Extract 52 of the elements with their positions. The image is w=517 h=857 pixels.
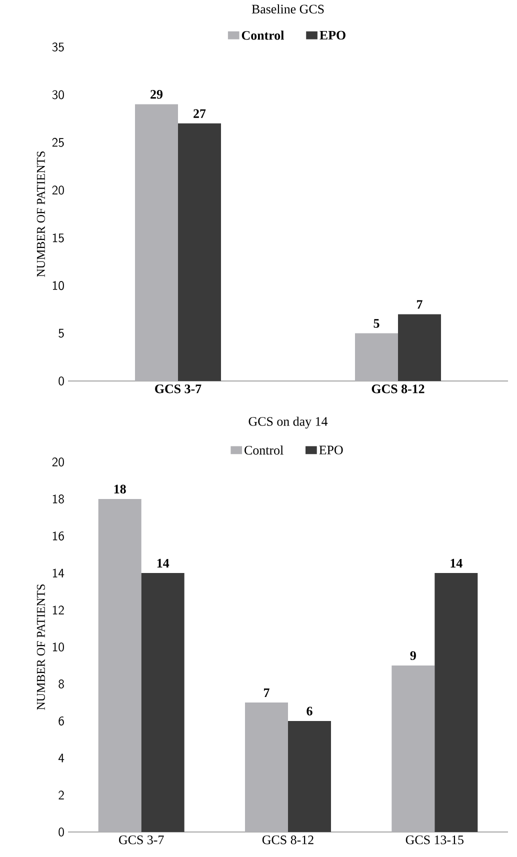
y-tick-label: 10 bbox=[52, 281, 64, 290]
y-tick-label: 14 bbox=[52, 568, 64, 578]
data-label: 18 bbox=[114, 484, 126, 494]
x-tick-label: GCS 13-15 bbox=[406, 836, 464, 844]
y-tick-label: 18 bbox=[52, 494, 64, 504]
y-tick-label: 2 bbox=[58, 790, 64, 800]
y-tick-label: 0 bbox=[58, 376, 64, 386]
y-tick-label: 16 bbox=[52, 531, 64, 541]
y-tick-label: 25 bbox=[52, 138, 64, 147]
bar bbox=[398, 314, 442, 381]
data-label: 14 bbox=[157, 558, 170, 568]
legend-label: Control bbox=[244, 445, 284, 455]
data-label: 7 bbox=[264, 688, 270, 697]
y-tick-label: 6 bbox=[58, 716, 64, 726]
bar bbox=[135, 104, 178, 381]
y-tick-label: 4 bbox=[58, 754, 64, 762]
chart-title: GCS on day 14 bbox=[248, 416, 328, 428]
chart-title: Baseline GCS bbox=[252, 4, 324, 14]
x-tick-label: GCS 8-12 bbox=[372, 384, 424, 394]
bar bbox=[434, 572, 478, 832]
y-axis-title: NUMBER OF PATIENTS bbox=[36, 584, 45, 710]
y-tick-label: 10 bbox=[52, 642, 64, 652]
data-label: 5 bbox=[374, 319, 380, 328]
bar bbox=[98, 498, 142, 832]
data-label: 29 bbox=[150, 90, 163, 99]
bar bbox=[245, 702, 288, 832]
bar bbox=[141, 572, 184, 832]
y-tick-label: 0 bbox=[58, 827, 64, 837]
data-label: 9 bbox=[410, 651, 416, 660]
y-tick-label: 15 bbox=[52, 233, 64, 242]
bar bbox=[288, 721, 331, 832]
y-tick-label: 8 bbox=[58, 679, 64, 689]
data-label: 27 bbox=[194, 109, 206, 118]
x-tick-label: GCS 8-12 bbox=[262, 836, 314, 844]
x-tick-label: GCS 3-7 bbox=[119, 836, 164, 844]
bar bbox=[178, 123, 221, 381]
legend-label: EPO bbox=[320, 30, 346, 40]
y-tick-label: 30 bbox=[52, 90, 64, 100]
data-label: 6 bbox=[306, 706, 312, 716]
y-tick-label: 12 bbox=[52, 606, 64, 614]
y-tick-label: 5 bbox=[58, 328, 64, 338]
y-tick-label: 35 bbox=[52, 42, 64, 52]
legend-label: EPO bbox=[319, 446, 343, 454]
y-tick-label: 20 bbox=[52, 186, 64, 195]
bar bbox=[355, 333, 398, 381]
y-tick-label: 20 bbox=[52, 457, 64, 467]
data-label: 14 bbox=[450, 558, 462, 568]
x-tick-label: GCS 3-7 bbox=[155, 384, 202, 394]
bar bbox=[392, 666, 435, 832]
legend-label: Control bbox=[242, 30, 284, 40]
data-label: 7 bbox=[417, 300, 422, 309]
y-axis-title: NUMBER OF PATIENTS bbox=[36, 152, 45, 277]
